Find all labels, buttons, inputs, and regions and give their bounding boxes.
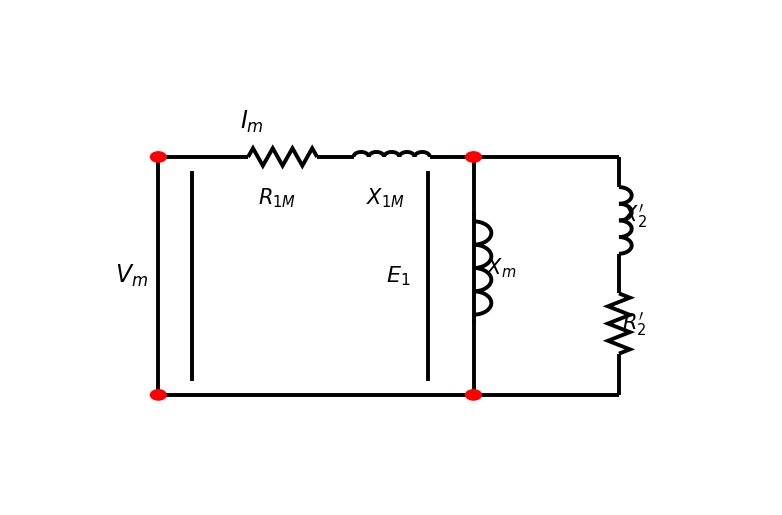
Text: $R_{1M}$: $R_{1M}$ (257, 187, 296, 210)
Circle shape (150, 390, 167, 400)
Text: $R^{\prime}_2$: $R^{\prime}_2$ (622, 310, 647, 337)
Text: $V_m$: $V_m$ (114, 263, 148, 289)
Text: $I_m$: $I_m$ (240, 109, 264, 135)
Circle shape (465, 152, 482, 162)
Circle shape (465, 390, 482, 400)
Text: $E_1$: $E_1$ (386, 264, 410, 288)
Circle shape (150, 152, 167, 162)
Text: $X_m$: $X_m$ (486, 256, 516, 280)
Text: $X^{\prime}_2$: $X^{\prime}_2$ (622, 202, 647, 230)
Text: $X_{1M}$: $X_{1M}$ (366, 187, 405, 210)
